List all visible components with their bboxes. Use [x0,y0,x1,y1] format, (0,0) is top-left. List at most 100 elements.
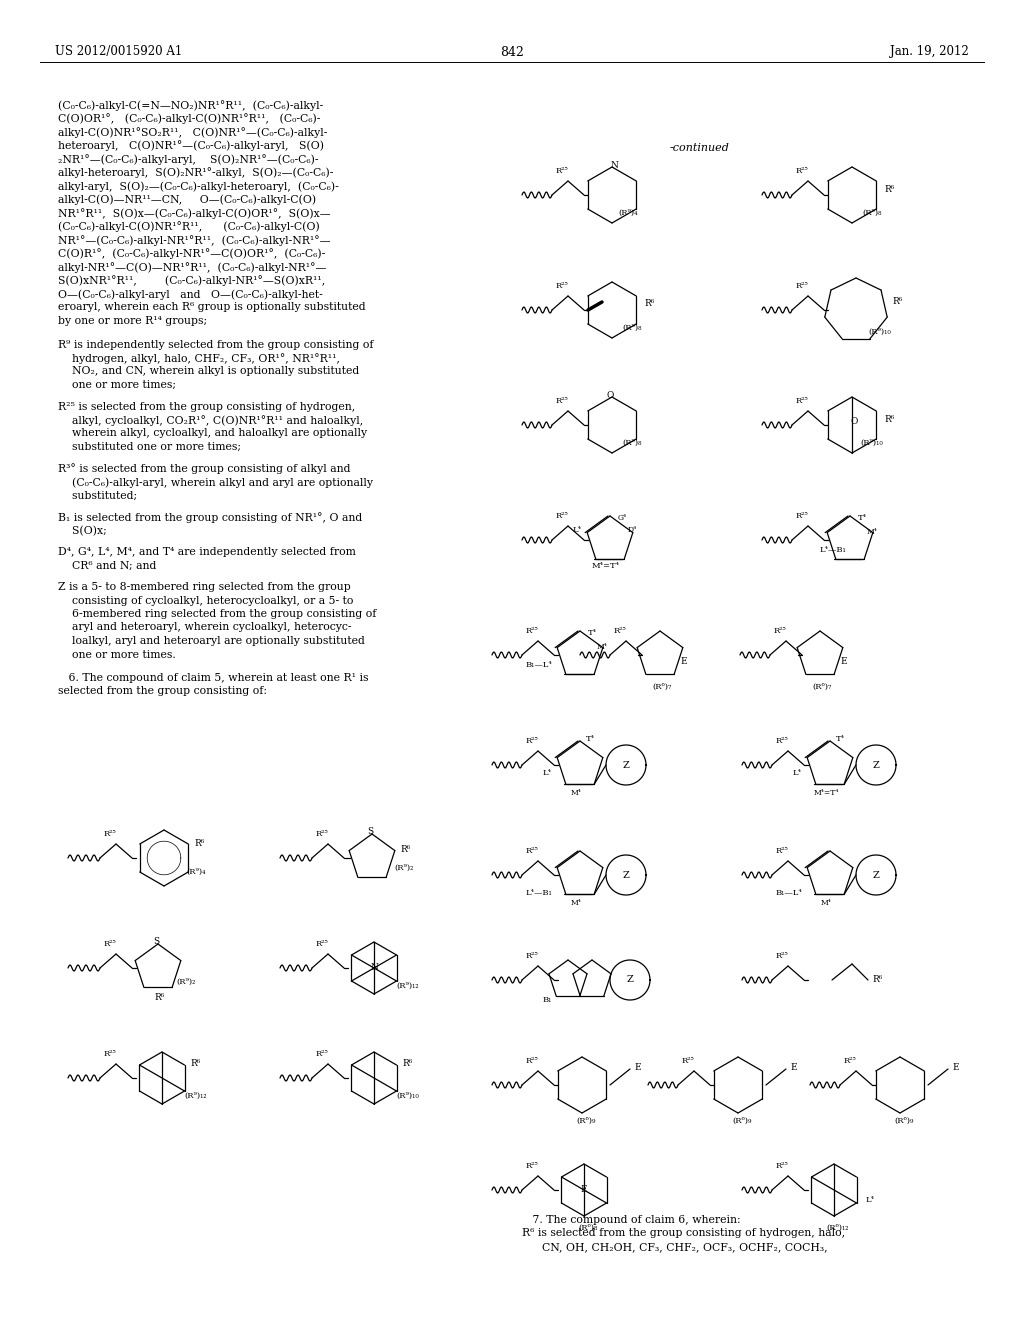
Text: R²⁵: R²⁵ [796,512,808,520]
Text: N: N [370,964,378,973]
Text: heteroaryl,   C(O)NR¹°—(C₀-C₆)-alkyl-aryl,   S(O): heteroaryl, C(O)NR¹°—(C₀-C₆)-alkyl-aryl,… [58,140,324,152]
Text: T⁴: T⁴ [836,735,845,743]
Text: E: E [581,1185,588,1195]
Text: CR⁶ and N; and: CR⁶ and N; and [58,561,157,570]
Text: one or more times;: one or more times; [58,380,176,389]
Text: R⁶: R⁶ [884,414,894,424]
Text: R²⁵: R²⁵ [773,627,786,635]
Text: NO₂, and CN, wherein alkyl is optionally substituted: NO₂, and CN, wherein alkyl is optionally… [58,367,359,376]
Text: (R⁹)₂: (R⁹)₂ [394,865,414,873]
Text: (R⁹)₄: (R⁹)₄ [186,869,206,876]
Text: R⁶: R⁶ [194,840,204,849]
Text: R⁶: R⁶ [872,975,883,985]
Text: R⁶: R⁶ [155,994,165,1002]
Text: Z is a 5- to 8-membered ring selected from the group: Z is a 5- to 8-membered ring selected fr… [58,582,351,591]
Text: alkyl-heteroaryl,  S(O)₂NR¹°-alkyl,  S(O)₂—(C₀-C₆)-: alkyl-heteroaryl, S(O)₂NR¹°-alkyl, S(O)₂… [58,168,334,178]
Text: 842: 842 [500,45,524,58]
Text: E: E [952,1063,958,1072]
Text: (R⁶)₈: (R⁶)₈ [579,1224,598,1232]
Text: T⁴: T⁴ [588,630,597,638]
Text: NR¹°R¹¹,  S(O)x—(C₀-C₆)-alkyl-C(O)OR¹°,  S(O)x—: NR¹°R¹¹, S(O)x—(C₀-C₆)-alkyl-C(O)OR¹°, S… [58,209,331,219]
Text: M⁴=T⁴: M⁴=T⁴ [592,562,620,570]
Text: L⁴—B₁: L⁴—B₁ [820,546,847,554]
Text: R⁶ is selected from the group consisting of hydrogen, halo,: R⁶ is selected from the group consisting… [522,1229,845,1238]
Text: NR¹°—(C₀-C₆)-alkyl-NR¹°R¹¹,  (C₀-C₆)-alkyl-NR¹°—: NR¹°—(C₀-C₆)-alkyl-NR¹°R¹¹, (C₀-C₆)-alky… [58,235,331,246]
Text: Jan. 19, 2012: Jan. 19, 2012 [890,45,969,58]
Text: R²⁵: R²⁵ [775,737,788,744]
Text: (R⁹)₁₀: (R⁹)₁₀ [396,1092,419,1100]
Text: R²⁵: R²⁵ [103,940,117,948]
Text: O: O [606,391,613,400]
Text: R²⁵: R²⁵ [525,847,539,855]
Text: Z: Z [623,760,630,770]
Text: R²⁵: R²⁵ [682,1057,694,1065]
Text: (R⁹)₈: (R⁹)₈ [623,323,642,333]
Text: R²⁵: R²⁵ [525,627,539,635]
Text: R²⁵: R²⁵ [775,847,788,855]
Text: C(O)R¹°,  (C₀-C₆)-alkyl-NR¹°—C(O)OR¹°,  (C₀-C₆)-: C(O)R¹°, (C₀-C₆)-alkyl-NR¹°—C(O)OR¹°, (C… [58,248,326,259]
Text: T⁴: T⁴ [586,735,595,743]
Text: (R⁶)₁₂: (R⁶)₁₂ [826,1224,849,1232]
Text: (R⁹)₈: (R⁹)₈ [862,209,882,216]
Text: R²⁵: R²⁵ [556,282,568,290]
Text: B₁ is selected from the group consisting of NR¹°, O and: B₁ is selected from the group consisting… [58,512,362,523]
Text: N: N [610,161,617,169]
Text: B₁: B₁ [543,997,552,1005]
Text: (R⁹)₁₀: (R⁹)₁₀ [860,440,884,447]
Text: B₁—L⁴: B₁—L⁴ [525,661,552,669]
Text: O: O [850,417,858,425]
Text: alkyl-C(O)—NR¹¹—CN,     O—(C₀-C₆)-alkyl-C(O): alkyl-C(O)—NR¹¹—CN, O—(C₀-C₆)-alkyl-C(O) [58,194,316,205]
Text: selected from the group consisting of:: selected from the group consisting of: [58,686,267,697]
Text: S(O)x;: S(O)x; [58,525,106,536]
Text: (R⁶)₉: (R⁶)₉ [577,1117,596,1125]
Text: M⁴: M⁴ [866,528,878,536]
Text: R⁶: R⁶ [190,1060,201,1068]
Text: alkyl, cycloalkyl, CO₂R¹°, C(O)NR¹°R¹¹ and haloalkyl,: alkyl, cycloalkyl, CO₂R¹°, C(O)NR¹°R¹¹ a… [58,414,364,426]
Text: ₂NR¹°—(C₀-C₆)-alkyl-aryl,    S(O)₂NR¹°—(C₀-C₆)-: ₂NR¹°—(C₀-C₆)-alkyl-aryl, S(O)₂NR¹°—(C₀-… [58,154,318,165]
Text: R²⁵: R²⁵ [556,168,568,176]
Text: CN, OH, CH₂OH, CF₃, CHF₂, OCF₃, OCHF₂, COCH₃,: CN, OH, CH₂OH, CF₃, CHF₂, OCF₃, OCHF₂, C… [542,1242,827,1251]
Text: R⁶: R⁶ [884,185,894,194]
Text: (R⁶)₇: (R⁶)₇ [652,682,672,690]
Text: R²⁵: R²⁵ [315,1049,329,1059]
Text: substituted;: substituted; [58,491,137,500]
Text: Z: Z [872,760,880,770]
Text: R⁶: R⁶ [892,297,902,306]
Text: by one or more R¹⁴ groups;: by one or more R¹⁴ groups; [58,315,207,326]
Text: R²⁵: R²⁵ [525,1162,539,1170]
Text: M⁴: M⁴ [597,643,607,651]
Text: L⁴: L⁴ [793,770,802,777]
Text: R²⁵: R²⁵ [315,830,329,838]
Text: R⁶: R⁶ [400,846,411,854]
Text: R²⁵: R²⁵ [775,952,788,960]
Text: M⁴=T⁴: M⁴=T⁴ [813,789,839,797]
Text: R²⁵: R²⁵ [525,1057,539,1065]
Text: R²⁵: R²⁵ [103,830,117,838]
Text: C(O)OR¹°,   (C₀-C₆)-alkyl-C(O)NR¹°R¹¹,   (C₀-C₆)-: C(O)OR¹°, (C₀-C₆)-alkyl-C(O)NR¹°R¹¹, (C₀… [58,114,321,124]
Text: Z: Z [623,870,630,879]
Text: E: E [681,656,687,665]
Text: alkyl-aryl,  S(O)₂—(C₀-C₆)-alkyl-heteroaryl,  (C₀-C₆)-: alkyl-aryl, S(O)₂—(C₀-C₆)-alkyl-heteroar… [58,181,339,191]
Text: R²⁵: R²⁵ [525,952,539,960]
Text: US 2012/0015920 A1: US 2012/0015920 A1 [55,45,182,58]
Text: R²⁵: R²⁵ [525,737,539,744]
Text: S: S [367,828,373,837]
Text: -continued: -continued [670,143,730,153]
Text: R⁶: R⁶ [644,300,654,309]
Text: R³° is selected from the group consisting of alkyl and: R³° is selected from the group consistin… [58,463,350,474]
Text: wherein alkyl, cycloalkyl, and haloalkyl are optionally: wherein alkyl, cycloalkyl, and haloalkyl… [58,429,368,438]
Text: (C₀-C₆)-alkyl-C(O)NR¹°R¹¹,      (C₀-C₆)-alkyl-C(O): (C₀-C₆)-alkyl-C(O)NR¹°R¹¹, (C₀-C₆)-alkyl… [58,222,319,232]
Text: 7. The compound of claim 6, wherein:: 7. The compound of claim 6, wherein: [522,1214,740,1225]
Text: D⁴, G⁴, L⁴, M⁴, and T⁴ are independently selected from: D⁴, G⁴, L⁴, M⁴, and T⁴ are independently… [58,546,356,557]
Text: S(O)xNR¹°R¹¹,        (C₀-C₆)-alkyl-NR¹°—S(O)xR¹¹,: S(O)xNR¹°R¹¹, (C₀-C₆)-alkyl-NR¹°—S(O)xR¹… [58,276,326,286]
Text: E: E [841,656,847,665]
Text: (R⁹)₈: (R⁹)₈ [623,440,642,447]
Text: eroaryl, wherein each R⁶ group is optionally substituted: eroaryl, wherein each R⁶ group is option… [58,302,366,313]
Text: consisting of cycloalkyl, heterocycloalkyl, or a 5- to: consisting of cycloalkyl, heterocycloalk… [58,595,353,606]
Text: Z: Z [872,870,880,879]
Text: aryl and heteroaryl, wherein cycloalkyl, heterocyc-: aryl and heteroaryl, wherein cycloalkyl,… [58,623,351,632]
Text: L⁴—B₁: L⁴—B₁ [525,888,552,898]
Text: R²⁵: R²⁵ [775,1162,788,1170]
Text: L⁴: L⁴ [573,525,582,535]
Text: (R⁶)₉: (R⁶)₉ [732,1117,752,1125]
